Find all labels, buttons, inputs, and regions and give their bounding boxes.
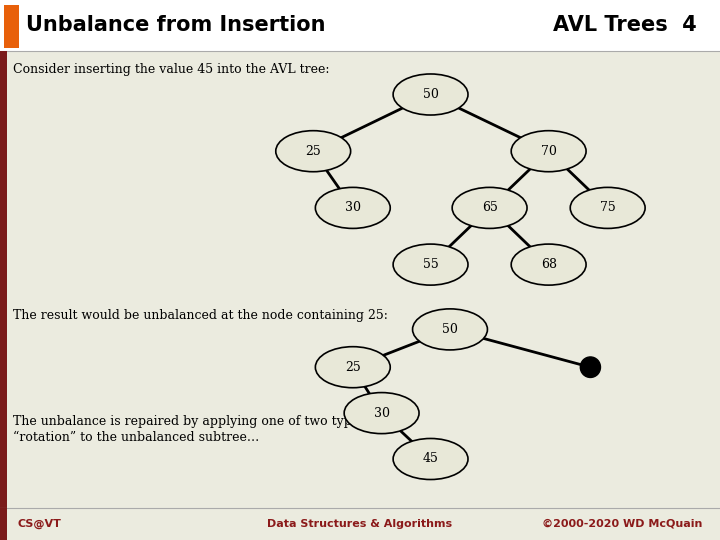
Ellipse shape — [580, 357, 600, 377]
Ellipse shape — [344, 393, 419, 434]
Ellipse shape — [393, 244, 468, 285]
FancyBboxPatch shape — [4, 5, 19, 48]
Text: 25: 25 — [305, 145, 321, 158]
Text: Unbalance from Insertion: Unbalance from Insertion — [26, 15, 325, 36]
Ellipse shape — [511, 244, 586, 285]
Text: 25: 25 — [345, 361, 361, 374]
Text: 30: 30 — [345, 201, 361, 214]
FancyBboxPatch shape — [0, 51, 7, 508]
Text: 55: 55 — [423, 258, 438, 271]
Text: The unbalance is repaired by applying one of two types of: The unbalance is repaired by applying on… — [13, 415, 382, 428]
Ellipse shape — [393, 438, 468, 480]
Ellipse shape — [570, 187, 645, 228]
Ellipse shape — [315, 187, 390, 228]
Text: 65: 65 — [482, 201, 498, 214]
Ellipse shape — [511, 131, 586, 172]
Ellipse shape — [393, 74, 468, 115]
Text: “rotation” to the unbalanced subtree…: “rotation” to the unbalanced subtree… — [13, 431, 259, 444]
Text: CS@VT: CS@VT — [18, 518, 62, 529]
Text: AVL Trees  4: AVL Trees 4 — [553, 15, 697, 36]
Text: 68: 68 — [541, 258, 557, 271]
Text: 30: 30 — [374, 407, 390, 420]
Text: Consider inserting the value 45 into the AVL tree:: Consider inserting the value 45 into the… — [13, 63, 330, 76]
Text: 70: 70 — [541, 145, 557, 158]
Ellipse shape — [452, 187, 527, 228]
Ellipse shape — [315, 347, 390, 388]
Text: The result would be unbalanced at the node containing 25:: The result would be unbalanced at the no… — [13, 309, 388, 322]
Ellipse shape — [276, 131, 351, 172]
FancyBboxPatch shape — [0, 508, 7, 540]
Text: ©2000-2020 WD McQuain: ©2000-2020 WD McQuain — [541, 519, 702, 529]
Text: 50: 50 — [442, 323, 458, 336]
Text: 75: 75 — [600, 201, 616, 214]
Text: 45: 45 — [423, 453, 438, 465]
FancyBboxPatch shape — [0, 0, 720, 51]
Text: 50: 50 — [423, 88, 438, 101]
Ellipse shape — [413, 309, 487, 350]
Text: Data Structures & Algorithms: Data Structures & Algorithms — [267, 519, 453, 529]
